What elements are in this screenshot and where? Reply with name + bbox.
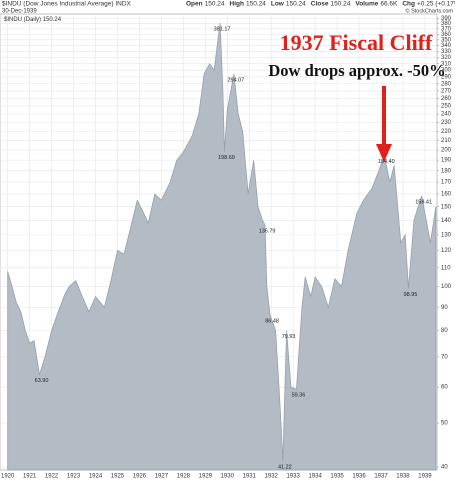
point-label: 63.90 (35, 378, 49, 384)
point-label: 136.79 (259, 228, 276, 234)
quote-label: Open (186, 1, 203, 8)
x-tick-label: 1929 (199, 474, 213, 480)
y-tick-label: 60 (441, 385, 448, 391)
quote-value: 150.24 (205, 1, 225, 8)
point-label: 86.48 (265, 319, 279, 325)
y-tick-label: 220 (441, 129, 452, 135)
quote-label: Chg (402, 1, 415, 8)
y-tick-label: 260 (441, 96, 452, 102)
x-tick-label: 1926 (133, 474, 147, 480)
x-tick-label: 1921 (23, 474, 37, 480)
y-tick-label: 50 (441, 421, 448, 427)
quote-label: Low (271, 1, 285, 8)
y-tick-label: 80 (441, 328, 448, 334)
quote-label: High (230, 1, 244, 8)
x-tick-label: 1938 (396, 474, 410, 480)
x-tick-label: 1936 (352, 474, 366, 480)
y-tick-label: 120 (441, 248, 452, 254)
x-tick-label: 1937 (374, 474, 388, 480)
y-tick-label: 380 (441, 21, 452, 27)
point-label: 79.93 (282, 334, 296, 340)
point-label: 194.40 (378, 159, 395, 165)
y-tick-label: 340 (441, 43, 452, 49)
y-tick-label: 330 (441, 49, 452, 55)
y-tick-label: 70 (441, 354, 448, 360)
y-tick-label: 240 (441, 112, 452, 118)
y-tick-label: 350 (441, 37, 452, 43)
x-tick-label: 1931 (243, 474, 257, 480)
y-tick-label: 190 (441, 158, 452, 164)
point-label: 198.69 (218, 155, 235, 161)
marks (7, 22, 437, 471)
y-tick-label: 320 (441, 55, 452, 61)
credit: © StockCharts.com (406, 7, 454, 14)
x-tick-label: 1924 (89, 474, 103, 480)
x-tick-label: 1925 (111, 474, 125, 480)
legend-name: $INDU (Daily) (4, 17, 41, 23)
y-tick-label: 280 (441, 81, 452, 87)
annotation-subtitle: Dow drops approx. -50% (268, 61, 445, 80)
area (7, 22, 437, 471)
y-tick-label: 110 (441, 265, 451, 271)
x-tick-label: 1935 (330, 474, 344, 480)
x-tick-label: 1934 (308, 474, 322, 480)
x-tick-label: 1928 (177, 474, 191, 480)
y-tick-label: 250 (441, 104, 452, 110)
quote-value: 150.24 (330, 1, 350, 8)
x-tick-label: 1922 (45, 474, 59, 480)
y-tick-label: 180 (441, 168, 452, 174)
point-label: 158.41 (415, 199, 432, 205)
x-tick-label: 1933 (286, 474, 300, 480)
point-label: 381.17 (214, 26, 231, 32)
y-tick-label: 230 (441, 120, 452, 126)
y-tick-label: 370 (441, 26, 452, 32)
x-tick-label: 1923 (67, 474, 81, 480)
x-tick-label: 1920 (1, 474, 15, 480)
y-tick-label: 140 (441, 218, 452, 224)
y-tick-label: 150 (441, 204, 452, 210)
quote-label: Volume (355, 1, 378, 8)
legend-value: 150.24 (43, 17, 62, 23)
point-label: 294.07 (227, 78, 244, 84)
y-tick-label: 160 (441, 192, 452, 198)
y-tick-label: 290 (441, 74, 452, 80)
quote-value: +0.25 (+0.17%) (417, 1, 455, 8)
point-label: 98.95 (404, 292, 418, 298)
y-tick-label: 310 (441, 61, 452, 67)
y-tick-label: 130 (441, 232, 452, 238)
chart-date: 30-Dec-1939 (2, 9, 37, 15)
y-tick-label: 200 (441, 148, 452, 154)
y-tick-label: 40 (441, 465, 448, 471)
quote-label: Close (311, 1, 329, 8)
y-tick-label: 270 (441, 88, 452, 94)
quote-value: 66.6K (380, 1, 398, 8)
x-tick-label: 1930 (221, 474, 235, 480)
chart-title: $INDU (Dow Jones Industrial Average) IND… (2, 1, 132, 8)
y-tick-label: 390 (441, 16, 452, 22)
quote-value: 150.24 (286, 1, 306, 8)
point-label: 59.36 (292, 393, 306, 399)
quote: Open 150.24 High 150.24 Low 150.24 Close 150.24… (186, 1, 455, 8)
y-tick-label: 360 (441, 32, 452, 38)
quote-value: 150.24 (246, 1, 266, 8)
annotation-title: 1937 Fiscal Cliff (280, 30, 433, 55)
legend: $INDU (Daily) 150.24 (4, 17, 62, 23)
point-label: 41.22 (278, 465, 292, 471)
x-tick-label: 1932 (265, 474, 279, 480)
x-tick-label: 1927 (155, 474, 169, 480)
arrow-head (376, 144, 392, 162)
labels: 40 50 60 70 80 90 100 110 120 130 140 150 160 170 180 1… (1, 16, 452, 480)
y-tick-label: 100 (441, 284, 452, 290)
x-tick-label: 1939 (418, 474, 432, 480)
y-tick-label: 90 (441, 305, 448, 311)
y-tick-label: 300 (441, 68, 452, 74)
y-tick-label: 170 (441, 180, 452, 186)
y-tick-label: 210 (441, 138, 452, 144)
